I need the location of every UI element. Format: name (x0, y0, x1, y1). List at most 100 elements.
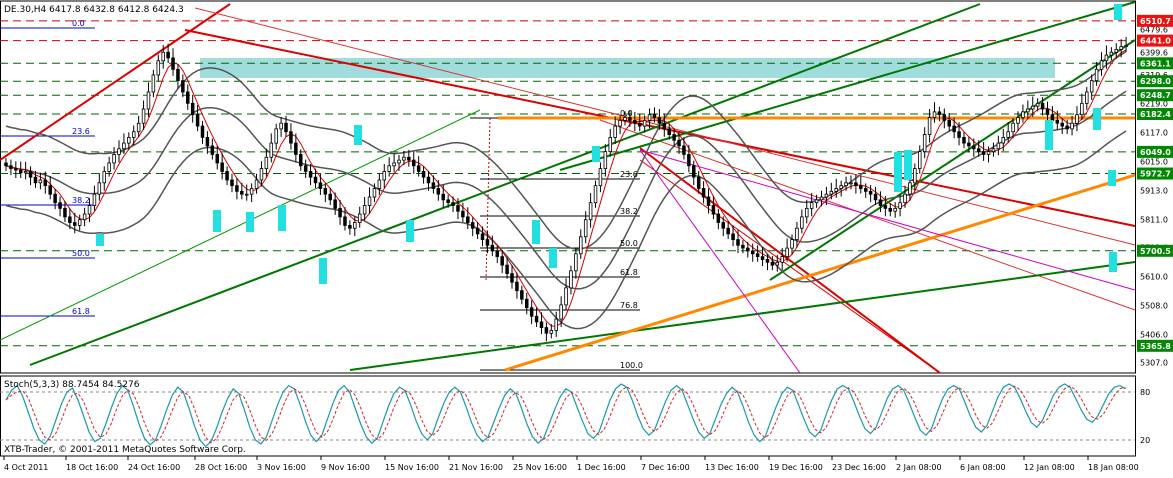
candle-body (171, 57, 175, 70)
candle-body (58, 202, 62, 209)
candle-body (14, 168, 18, 171)
price-tag-bg-7 (1137, 167, 1173, 180)
candle-body (849, 182, 853, 185)
candle-body (608, 137, 613, 153)
candle-body (682, 145, 686, 155)
band-lower (5, 130, 1127, 330)
candle-body (976, 148, 981, 152)
stoch-tick-0: 80 (1140, 388, 1150, 397)
candle-body (107, 162, 111, 172)
fib-vertical-dotted (485, 117, 491, 281)
candle-body (73, 222, 77, 226)
price-tag-bg-3 (1137, 75, 1173, 88)
time-tick-9: 1 Dec 16:00 (577, 463, 626, 472)
candle-body (696, 176, 701, 189)
candle-body (839, 185, 843, 189)
price-tag-3: 6298.0 (1140, 77, 1171, 86)
candle-body (524, 298, 529, 309)
candle-body (33, 176, 38, 184)
candle-body (908, 182, 912, 195)
time-tick-8: 25 Nov 16:00 (513, 463, 567, 472)
candle-body (254, 179, 259, 189)
time-tick-13: 23 Dec 16:00 (832, 463, 886, 472)
candle-body (431, 182, 436, 189)
candle-body (736, 239, 740, 246)
candle-body (136, 122, 141, 133)
fib-mid-label-0: 0.0 (620, 109, 633, 118)
candle-body (151, 74, 156, 93)
fib-mid-label-6: 100.0 (620, 361, 643, 370)
candle-body (991, 148, 996, 152)
candle-body (564, 287, 568, 306)
stoch-tick-1: 20 (1140, 436, 1150, 445)
candle-body (520, 290, 524, 300)
fib-left-label-2: 38.2 (72, 196, 90, 205)
price-tag-bg-5 (1137, 108, 1173, 121)
candle-body (97, 182, 102, 195)
candle-body (249, 188, 254, 195)
candlestick-series (4, 36, 1128, 342)
candle-body (279, 122, 283, 130)
candle-body (829, 190, 834, 195)
candle-body (382, 171, 387, 181)
candle-body (741, 244, 745, 249)
price-tick-4: 6117.0 (1140, 129, 1168, 138)
price-tag-6: 6049.0 (1140, 148, 1171, 157)
fib-mid-label-3: 50.0 (620, 239, 638, 248)
candle-body (1060, 122, 1064, 127)
candle-body (313, 176, 318, 184)
fib-mid-label-5: 76.8 (620, 301, 638, 310)
candle-body (716, 213, 721, 223)
candle-body (38, 179, 43, 184)
candle-body (500, 256, 504, 266)
candle-body (1099, 60, 1104, 70)
price-tag-2: 6361.1 (1140, 59, 1171, 68)
fib-mid-label-1: 23.6 (620, 170, 638, 179)
signal-marker-11 (1045, 120, 1053, 150)
candle-body (510, 273, 514, 283)
candle-body (569, 270, 573, 289)
price-tick-5: 6015.0 (1140, 158, 1168, 167)
time-tick-12: 19 Dec 16:00 (769, 463, 823, 472)
candle-body (711, 205, 716, 215)
candle-body (981, 151, 986, 155)
candle-body (9, 165, 13, 170)
candle-body (387, 165, 391, 172)
time-tick-3: 28 Oct 16:00 (195, 463, 247, 472)
candle-body (844, 182, 848, 187)
price-tick-10: 5508.0 (1140, 301, 1168, 310)
time-tick-15: 6 Jan 08:00 (960, 463, 1006, 472)
candle-body (343, 216, 347, 226)
candle-body (593, 185, 598, 204)
candle-body (48, 185, 52, 195)
candle-body (505, 264, 509, 275)
candle-body (372, 188, 377, 198)
candle-body (362, 205, 367, 215)
candle-body (1109, 51, 1114, 56)
candle-body (416, 165, 421, 172)
time-tick-1: 18 Oct 16:00 (66, 463, 118, 472)
candle-body (53, 193, 57, 204)
stoch-panel-border (0, 375, 1136, 457)
candle-body (647, 114, 652, 121)
candle-body (942, 114, 947, 121)
candle-body (692, 165, 696, 178)
trend-red-down-long (184, 29, 1136, 227)
candle-body (805, 207, 809, 218)
candle-body (200, 125, 205, 138)
candle-body (1080, 102, 1084, 116)
candle-body (932, 111, 937, 118)
candle-body (28, 171, 33, 178)
fib-left-label-1: 23.6 (72, 127, 90, 136)
candle-body (579, 236, 583, 255)
candle-body (230, 179, 234, 187)
candle-body (760, 256, 765, 260)
candle-body (819, 196, 824, 201)
candle-body (677, 139, 681, 147)
candle-body (583, 219, 588, 238)
price-tag-bg-0 (1137, 14, 1173, 27)
fan-magenta-1 (639, 149, 801, 374)
price-axis: 6479.66399.66319.66219.06117.06015.05913… (1137, 14, 1173, 367)
